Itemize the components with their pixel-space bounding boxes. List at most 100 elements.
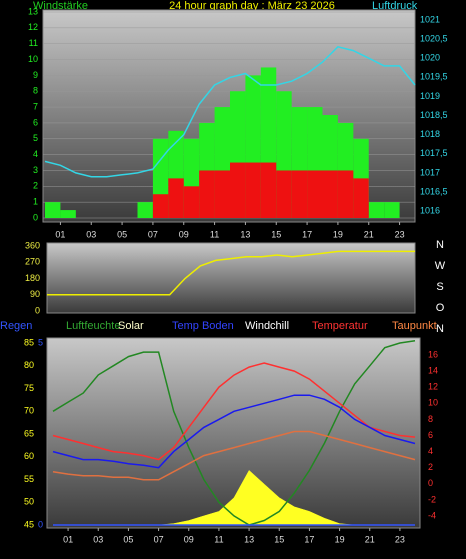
y2-tick-label: 16 <box>428 349 438 359</box>
y-tick-label: 8 <box>33 86 38 96</box>
x-tick-label: 11 <box>210 229 219 239</box>
x-tick-label: 21 <box>364 229 374 239</box>
y2-tick-label: 1017 <box>420 167 440 177</box>
line <box>52 362 416 461</box>
line <box>52 394 416 469</box>
y2-tick-label: 1016,5 <box>420 186 448 196</box>
x-tick-label: 05 <box>117 229 127 239</box>
bar <box>260 162 277 218</box>
y-tick-label: 65 <box>24 428 34 438</box>
y-tick-label: 45 <box>24 519 34 529</box>
y3-tick-label: 5 <box>38 337 43 347</box>
y-tick-label: 12 <box>28 22 38 32</box>
y2-tick-label: 10 <box>428 398 438 408</box>
bar <box>137 202 153 218</box>
x-tick-label: 07 <box>148 229 158 239</box>
y-tick-label: 10 <box>28 54 38 64</box>
bar <box>60 210 76 218</box>
y-tick-label: 3 <box>33 165 38 175</box>
x-tick-label: 17 <box>302 229 312 239</box>
y2-tick-label: 6 <box>428 430 433 440</box>
y-tick-label: 0 <box>35 305 40 315</box>
y2-tick-label: 1020 <box>420 53 440 63</box>
x-tick-label: 09 <box>179 229 189 239</box>
line <box>52 430 416 481</box>
chart-title: 24 hour graph day : März 23 2026 <box>169 0 335 12</box>
direction-label: N <box>436 323 444 335</box>
x-tick-label: 19 <box>335 534 345 544</box>
x-tick-label: 23 <box>395 229 405 239</box>
direction-label: O <box>436 302 445 314</box>
direction-label: S <box>436 281 443 293</box>
x-tick-label: 07 <box>154 534 164 544</box>
y2-tick-label: 1018,5 <box>420 110 448 120</box>
y-tick-label: 6 <box>33 117 38 127</box>
x-tick-label: 03 <box>93 534 103 544</box>
y2-tick-label: -2 <box>428 494 436 504</box>
plot-background <box>46 242 416 314</box>
x-tick-label: 09 <box>184 534 194 544</box>
bar <box>276 170 292 218</box>
y-tick-label: 11 <box>29 38 38 48</box>
direction-label: W <box>435 260 446 272</box>
bar <box>337 170 354 218</box>
y-tick-label: 50 <box>24 497 34 507</box>
bar <box>291 170 308 218</box>
legend-label: Temperatur <box>312 320 368 332</box>
bar <box>152 194 169 218</box>
bar <box>307 170 323 218</box>
y-tick-label: 7 <box>33 101 38 111</box>
y2-tick-label: 8 <box>428 414 433 424</box>
y-tick-label: 270 <box>25 257 40 267</box>
x-tick-label: 23 <box>395 534 405 544</box>
y2-tick-label: -4 <box>428 510 436 520</box>
line <box>52 339 416 526</box>
line <box>44 45 416 178</box>
x-tick-label: 01 <box>63 534 73 544</box>
x-tick-label: 03 <box>86 229 96 239</box>
y2-tick-label: 1019 <box>420 91 440 101</box>
bar <box>199 170 215 218</box>
legend-label: Temp Boden <box>172 320 234 332</box>
y-tick-label: 80 <box>24 360 34 370</box>
bar <box>45 202 61 218</box>
bar <box>214 170 230 218</box>
y-tick-label: 75 <box>24 383 34 393</box>
x-tick-label: 13 <box>244 534 254 544</box>
y2-tick-label: 1019,5 <box>420 72 448 82</box>
x-tick-label: 05 <box>123 534 133 544</box>
y-tick-label: 85 <box>24 337 34 347</box>
y-tick-label: 360 <box>25 240 40 250</box>
y-tick-label: 90 <box>30 289 40 299</box>
x-tick-label: 15 <box>274 534 284 544</box>
bar <box>168 178 184 218</box>
legend-label: Luftfeuchte <box>66 320 120 332</box>
x-tick-label: 11 <box>214 534 223 544</box>
line <box>47 250 415 296</box>
y-tick-label: 1 <box>33 197 38 207</box>
legend-label: Regen <box>0 320 32 332</box>
y2-tick-label: 1018 <box>420 129 440 139</box>
plot-background <box>46 337 421 529</box>
bar <box>368 202 385 218</box>
x-tick-label: 17 <box>304 534 314 544</box>
y-tick-label: 70 <box>24 406 34 416</box>
y-tick-label: 13 <box>28 6 38 16</box>
direction-label: N <box>436 239 444 251</box>
bar <box>183 186 200 218</box>
x-tick-label: 19 <box>333 229 343 239</box>
y-tick-label: 60 <box>24 451 34 461</box>
y2-tick-label: 12 <box>428 382 438 392</box>
y-tick-label: 2 <box>33 181 38 191</box>
x-tick-label: 21 <box>365 534 375 544</box>
y-tick-label: 180 <box>25 273 40 283</box>
y2-tick-label: 14 <box>428 365 438 375</box>
x-tick-label: 01 <box>55 229 65 239</box>
bar <box>322 170 338 218</box>
y-tick-label: 9 <box>33 70 38 80</box>
y-tick-label: 55 <box>24 474 34 484</box>
bar <box>230 162 246 218</box>
y-tick-label: 0 <box>33 212 38 222</box>
y2-tick-label: 2 <box>428 462 433 472</box>
